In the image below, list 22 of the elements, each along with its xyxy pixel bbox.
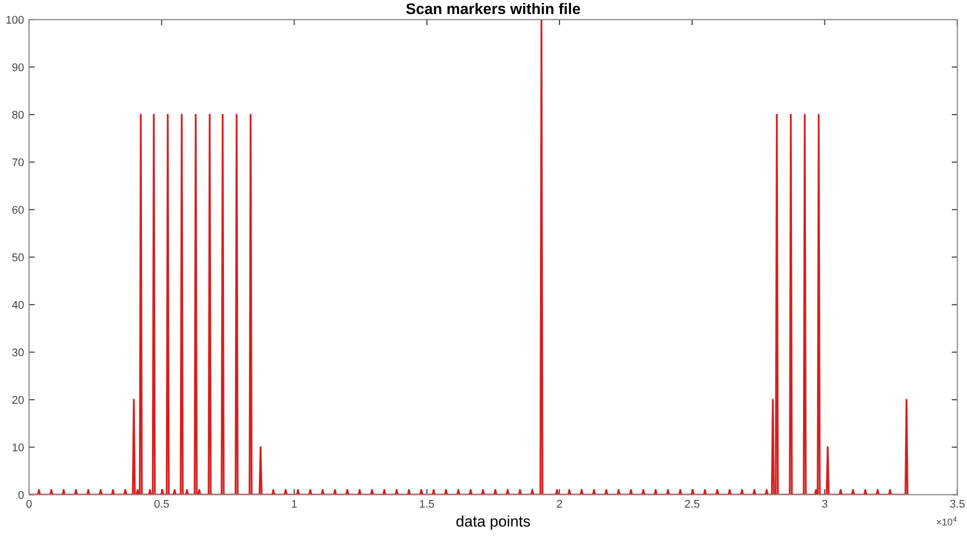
x-tick-label: 1 [292, 500, 297, 508]
x-tick-label: 3.5 [950, 500, 965, 508]
y-tick-label: 100 [6, 16, 24, 24]
y-tick-label: 40 [12, 300, 24, 309]
y-tick-label: 50 [12, 253, 24, 262]
text: ×10$^{4}$ [936, 516, 957, 526]
x-tick-label: 2.5 [684, 500, 700, 508]
y-tick-label: 80 [12, 110, 24, 119]
y-tick-label: 10 [12, 443, 24, 452]
x-tick-label: 2 [556, 500, 562, 508]
x-axis-title: data points [456, 515, 530, 530]
y-tick-label: 30 [12, 348, 24, 356]
y-tick-label: 90 [12, 63, 24, 72]
y-tick-label: 70 [12, 158, 24, 166]
x-tick-label: 3 [822, 500, 828, 508]
y-tick-label: 0 [18, 490, 24, 499]
y-tick-label: 20 [12, 396, 24, 404]
chart-title: Scan markers within file [406, 2, 580, 14]
y-tick-label: 60 [12, 206, 24, 214]
x-tick-label: 1.5 [420, 500, 434, 508]
x-tick-label: 0 [26, 500, 32, 508]
x-tick-label: 0.5 [154, 500, 169, 508]
